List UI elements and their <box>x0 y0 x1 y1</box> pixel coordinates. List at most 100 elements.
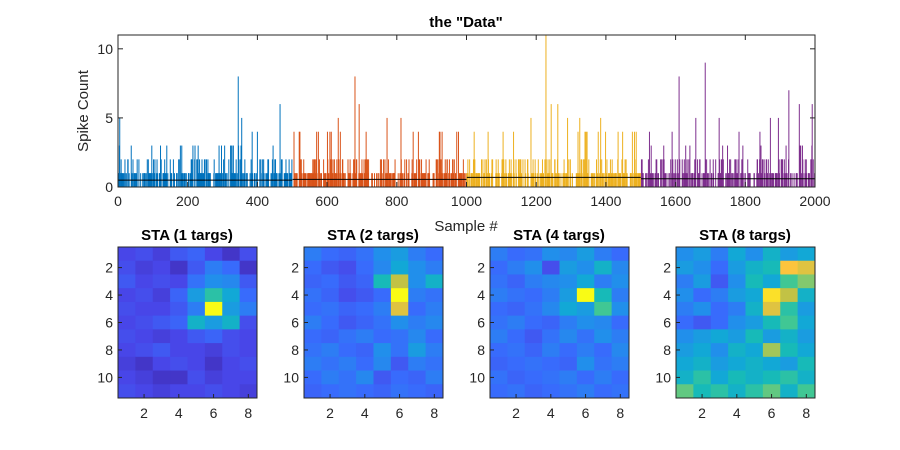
heatmap-cell <box>338 288 357 303</box>
heatmap-cell <box>408 274 427 289</box>
y-tick-label: 5 <box>105 110 113 126</box>
heatmap-cell <box>611 260 630 275</box>
heatmap-cell <box>170 260 188 275</box>
x-tick-label: 1400 <box>590 193 621 209</box>
heatmap-cell <box>576 301 595 317</box>
heatmap-cell <box>152 329 171 344</box>
heatmap-cell <box>356 356 374 371</box>
heatmap-cell <box>710 247 729 262</box>
heatmap-cell <box>797 247 816 262</box>
heatmap-cell <box>321 329 340 344</box>
heatmap-cell <box>118 370 136 385</box>
heatmap-cell <box>304 288 322 303</box>
heatmap-cell <box>321 274 340 289</box>
heatmap-cell <box>356 260 374 275</box>
heatmap-cell <box>676 329 694 344</box>
heatmap-cell <box>762 329 781 344</box>
heatmap-cell <box>693 329 712 344</box>
x-tick-label: 0 <box>114 193 122 209</box>
heatmap-cell <box>762 301 781 317</box>
y-tick-label: 4 <box>105 287 113 303</box>
heatmap-cell <box>425 384 444 399</box>
heatmap-cell <box>408 343 427 358</box>
heatmap-cell <box>559 356 578 371</box>
heatmap-cell <box>338 329 357 344</box>
heatmap-cell <box>524 288 543 303</box>
heatmap-cell <box>425 315 444 330</box>
heatmap-cell <box>390 301 409 317</box>
heatmap-cell <box>490 260 508 275</box>
series-4 <box>640 62 816 187</box>
heatmap-cell <box>373 288 392 303</box>
heatmap-cell <box>745 247 764 262</box>
heatmap-cell <box>745 315 764 330</box>
heatmap-cell <box>490 274 508 289</box>
heatmap-cell <box>559 288 578 303</box>
heatmap-cell <box>390 274 409 289</box>
sta-heatmap-2: 2 4 6 8 2 4 6 8 10 <box>283 246 444 421</box>
heatmap-cell <box>490 247 508 262</box>
heatmap-cell <box>135 260 154 275</box>
heatmap-cell <box>204 370 223 385</box>
heatmap-cell <box>559 329 578 344</box>
heatmap-cell <box>239 370 258 385</box>
heatmap-cell <box>338 247 357 262</box>
x-tick-label: 1200 <box>521 193 552 209</box>
heatmap-cell <box>542 315 560 330</box>
heatmap-cell <box>559 301 578 317</box>
heatmap-cell <box>187 315 206 330</box>
heatmap-cell <box>542 260 560 275</box>
heatmap-cell <box>594 315 613 330</box>
heatmap-cell <box>118 247 136 262</box>
heatmap-cell <box>321 301 340 317</box>
y-axis-label: Spike Count <box>75 69 92 152</box>
heatmap-cell <box>425 274 444 289</box>
heatmap-cell <box>408 247 427 262</box>
series-2 <box>293 76 467 187</box>
heatmap-cell <box>693 343 712 358</box>
heatmap-cell <box>676 356 694 371</box>
heatmap-cell <box>594 274 613 289</box>
heatmap-cell <box>524 343 543 358</box>
heatmap-cell <box>222 274 241 289</box>
x-tick-label: 1000 <box>451 193 482 209</box>
heatmap-cell <box>559 260 578 275</box>
heatmap-cell <box>524 329 543 344</box>
heatmap-cell <box>321 384 340 399</box>
heatmap-cell <box>390 343 409 358</box>
heatmap-cell <box>576 356 595 371</box>
sta-title-2: STA (2 targs) <box>327 227 419 244</box>
heatmap-cell <box>170 343 188 358</box>
heatmap-cell <box>390 356 409 371</box>
heatmap-cell <box>204 288 223 303</box>
heatmap-cell <box>321 260 340 275</box>
heatmap-cell <box>408 260 427 275</box>
heatmap-cell <box>239 247 258 262</box>
heatmap-cell <box>728 329 746 344</box>
heatmap-cell <box>710 343 729 358</box>
heatmap-cell <box>490 288 508 303</box>
heatmap-cell <box>425 301 444 317</box>
y-tick-label: 4 <box>291 287 299 303</box>
heatmap-cell <box>693 274 712 289</box>
heatmap-cell <box>338 370 357 385</box>
y-tick-label: 10 <box>655 369 671 385</box>
heatmap-cell <box>762 315 781 330</box>
heatmap-cell <box>356 315 374 330</box>
heatmap-cell <box>321 315 340 330</box>
heatmap-cell <box>576 329 595 344</box>
x-tick-label: 8 <box>616 405 624 421</box>
heatmap-cell <box>524 247 543 262</box>
heatmap-cell <box>222 247 241 262</box>
heatmap-cell <box>152 301 171 317</box>
heatmap-cell <box>425 356 444 371</box>
heatmap-cell <box>710 370 729 385</box>
heatmap-cell <box>373 260 392 275</box>
heatmap-cell <box>745 274 764 289</box>
heatmap-cell <box>373 384 392 399</box>
heatmap-cell <box>338 274 357 289</box>
heatmap-cell <box>745 301 764 317</box>
heatmap-cell <box>222 288 241 303</box>
y-tick-label: 10 <box>97 41 113 57</box>
heatmap-cell <box>152 274 171 289</box>
